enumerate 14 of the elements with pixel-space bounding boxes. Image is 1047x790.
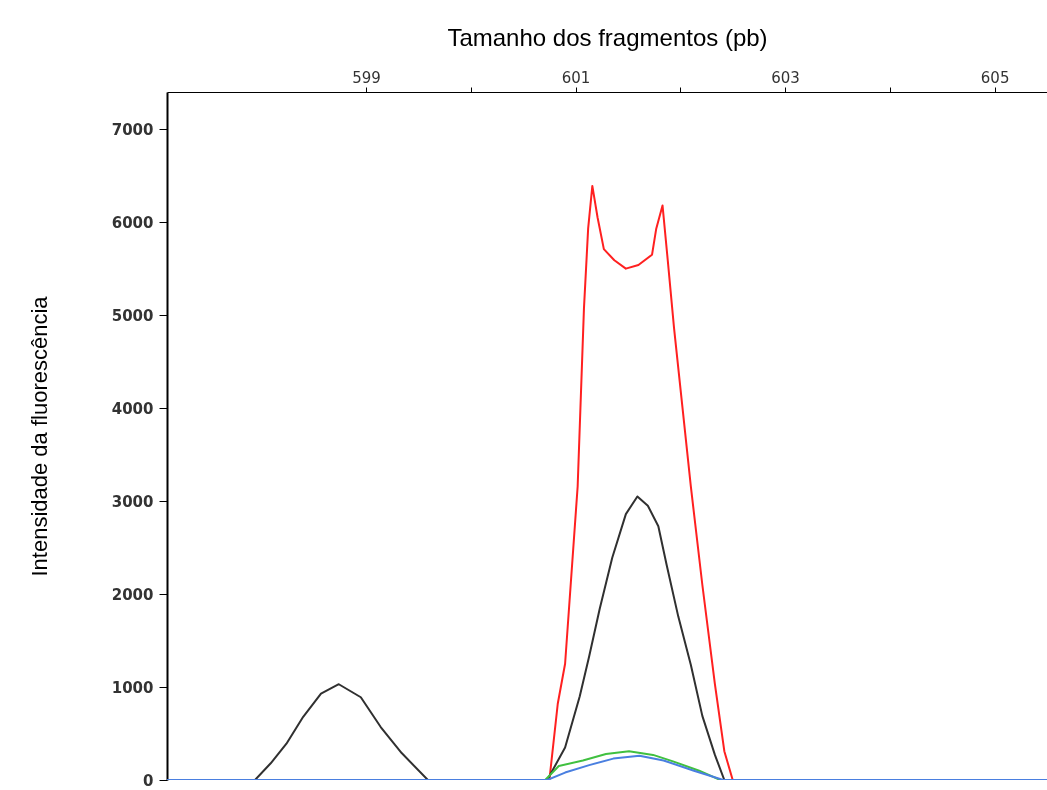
x-tick-label: 601 [561, 68, 591, 87]
x-tick-label: 599 [352, 68, 381, 87]
y-axis-title: Intensidade da fluorescência [26, 295, 52, 577]
y-tick-label: 4000 [111, 399, 154, 418]
y-tick-label: 0 [143, 771, 154, 790]
y-tick-label: 6000 [111, 213, 154, 232]
y-tick-label: 2000 [111, 585, 154, 604]
y-tick-label: 7000 [111, 120, 154, 139]
x-axis-title: Tamanho dos fragmentos (pb) [447, 23, 768, 51]
y-tick-label: 5000 [111, 306, 154, 325]
y-tick-label: 3000 [111, 492, 154, 511]
y-tick-label: 1000 [111, 678, 154, 697]
x-tick-label: 605 [980, 68, 1010, 87]
x-tick-label: 603 [771, 68, 800, 87]
